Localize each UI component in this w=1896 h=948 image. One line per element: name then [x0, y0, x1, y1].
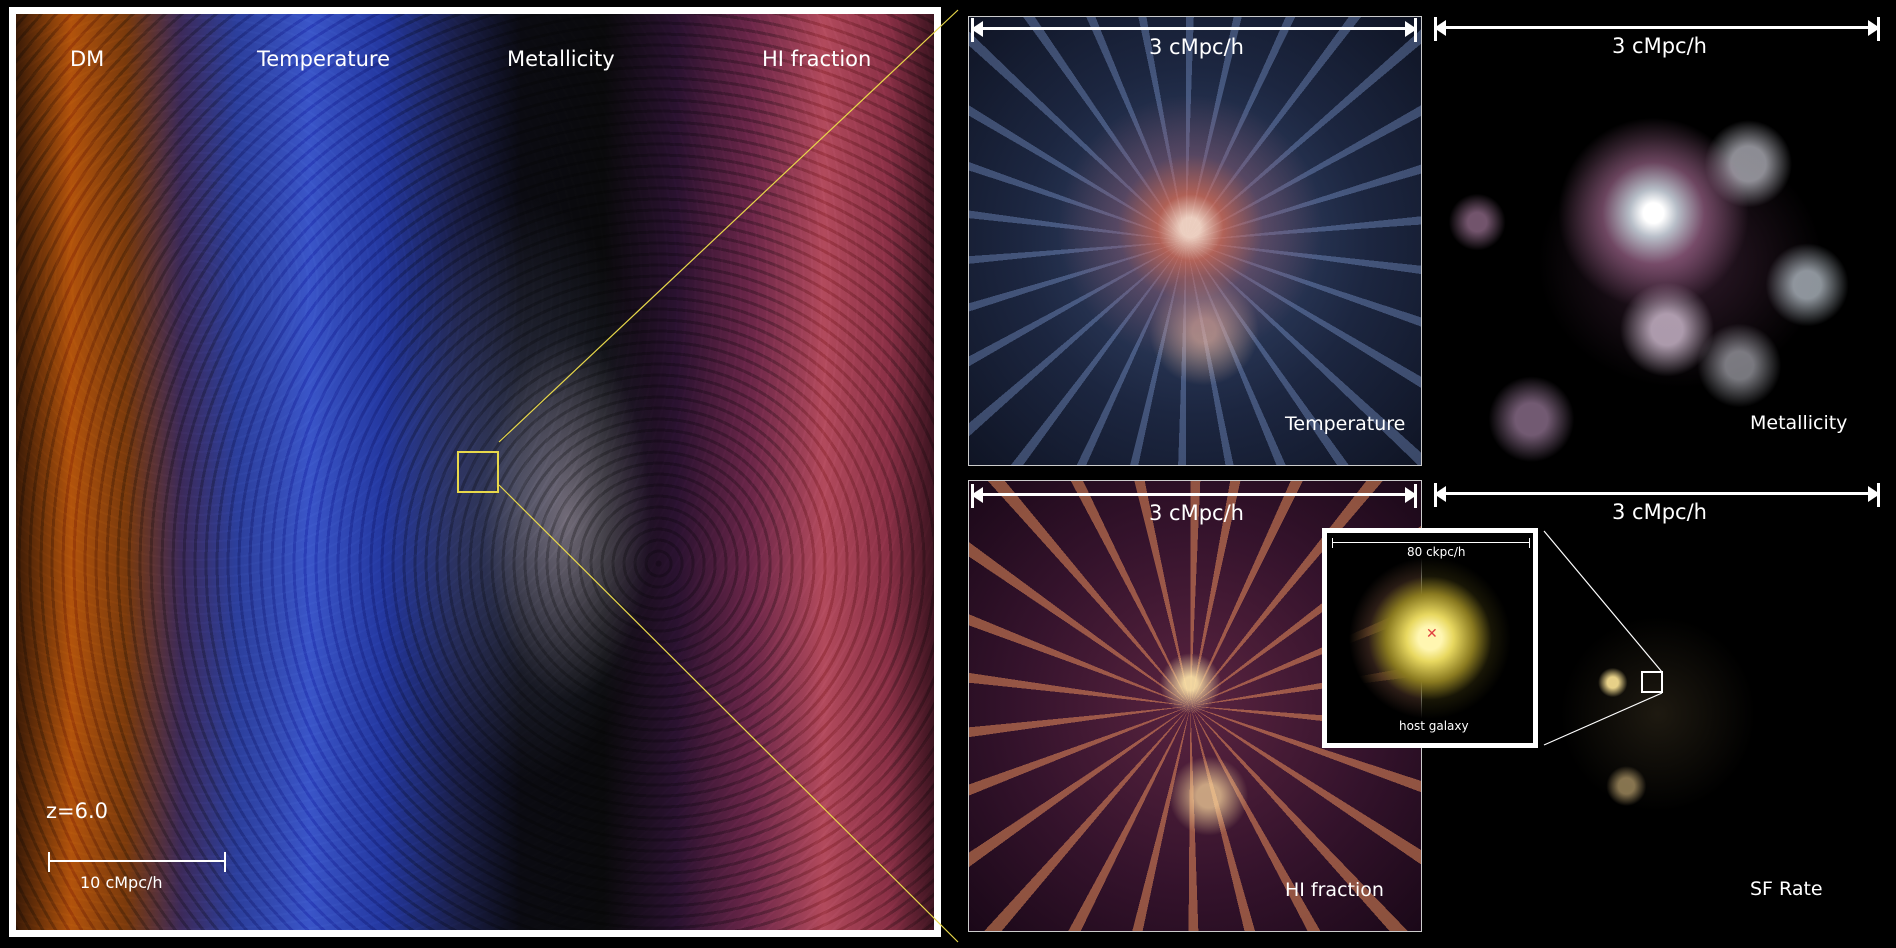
inset-connector-upper — [1543, 530, 1663, 673]
metallicity-panel-label: Metallicity — [1750, 412, 1848, 434]
metallicity-panel: 3 cMpc/h Metallicity — [1432, 16, 1884, 464]
temperature-scale-label: 3 cMpc/h — [1149, 35, 1244, 59]
main-scale-bar — [48, 852, 226, 872]
main-scale-label: 10 cMpc/h — [80, 873, 163, 892]
zoom-connector-lower — [498, 484, 959, 943]
sf-rate-panel-label: SF Rate — [1750, 878, 1823, 900]
host-galaxy-inset: 80 ckpc/h ✕ host galaxy — [1322, 528, 1538, 748]
inset-label: host galaxy — [1399, 719, 1469, 733]
temperature-scale-arrow — [971, 18, 1417, 42]
label-temperature: Temperature — [257, 47, 391, 71]
hi-fraction-scale-label: 3 cMpc/h — [1149, 501, 1244, 525]
hi-fraction-panel-label: HI fraction — [1285, 879, 1384, 901]
main-simulation-image — [16, 14, 934, 930]
inset-scale-arrow — [1332, 538, 1530, 548]
redshift-label: z=6.0 — [46, 799, 109, 823]
sf-rate-scale-arrow — [1434, 483, 1880, 507]
metallicity-scale-label: 3 cMpc/h — [1612, 34, 1707, 58]
label-metallicity: Metallicity — [507, 47, 615, 71]
temperature-panel: 3 cMpc/h Temperature — [968, 16, 1422, 466]
inset-connector-lower — [1543, 692, 1663, 746]
sf-rate-zoom-box — [1641, 671, 1663, 693]
temperature-panel-label: Temperature — [1285, 413, 1406, 435]
zoom-connector-upper — [498, 9, 959, 443]
zoom-region-box — [457, 451, 499, 493]
main-simulation-texture — [16, 14, 934, 930]
metallicity-scale-arrow — [1434, 17, 1880, 41]
label-hi-fraction: HI fraction — [762, 47, 872, 71]
main-simulation-panel: DM Temperature Metallicity HI fraction z… — [9, 7, 941, 937]
host-marker-icon: ✕ — [1426, 626, 1438, 642]
inset-scale-label: 80 ckpc/h — [1407, 545, 1466, 559]
label-dm: DM — [70, 47, 105, 71]
hi-fraction-scale-arrow — [971, 484, 1417, 508]
sf-rate-scale-label: 3 cMpc/h — [1612, 500, 1707, 524]
